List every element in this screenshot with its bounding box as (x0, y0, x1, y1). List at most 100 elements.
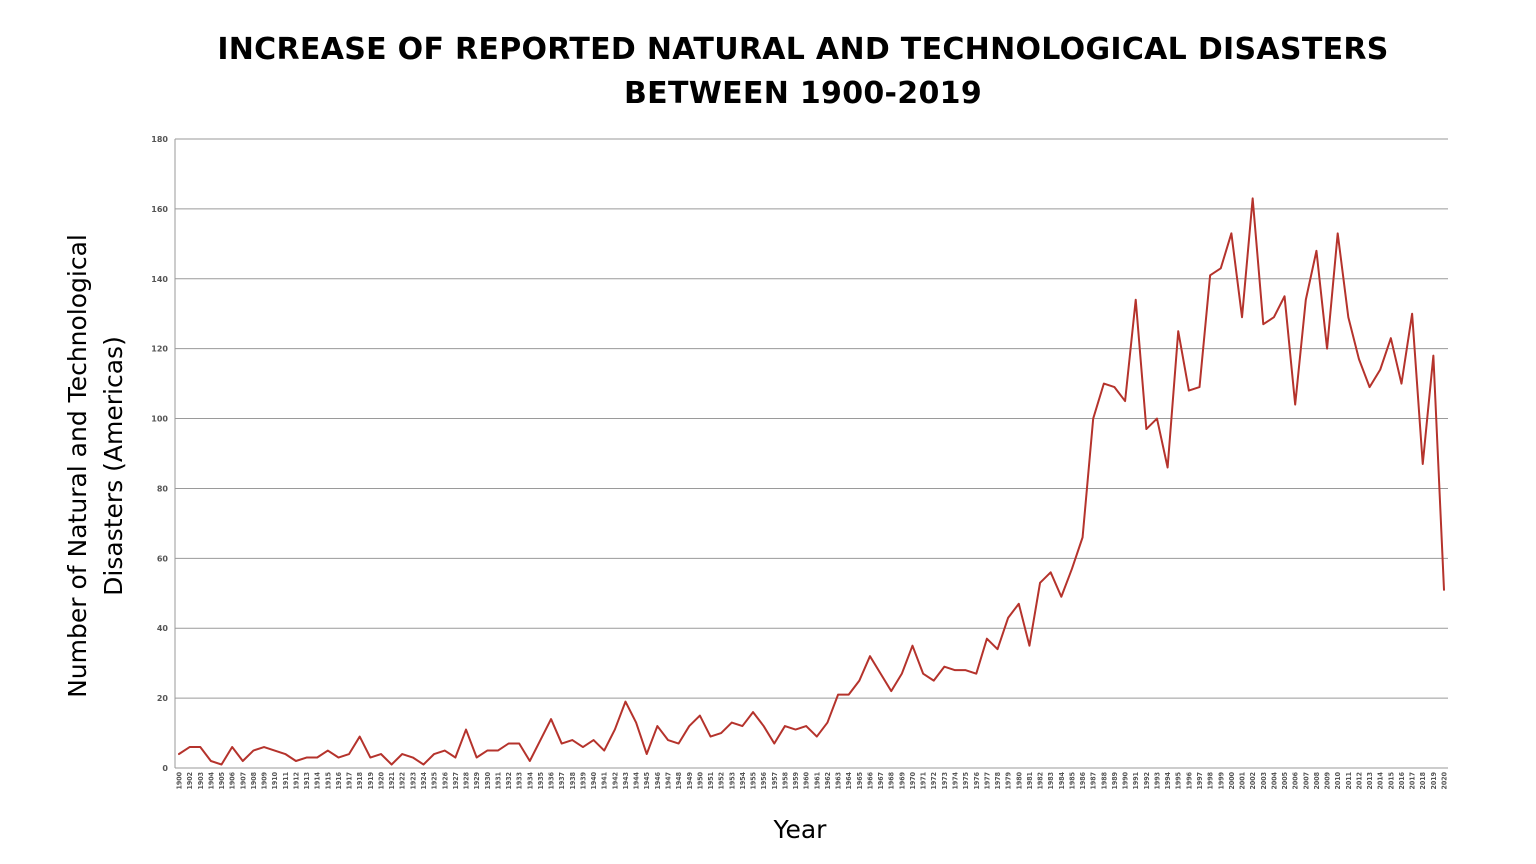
x-axis-label: Year (773, 815, 827, 844)
x-tick-label-1968: 1968 (888, 772, 896, 790)
x-tick-label-1996: 1996 (1185, 771, 1193, 789)
x-tick-label-2005: 2005 (1281, 772, 1289, 790)
x-tick-label-2002: 2002 (1249, 772, 1257, 790)
x-tick-label-1956: 1956 (760, 771, 768, 789)
x-tick-label-1976: 1976 (973, 771, 981, 789)
x-tick-label-1991: 1991 (1132, 772, 1140, 790)
x-tick-label-1937: 1937 (558, 772, 566, 790)
x-tick-label-1917: 1917 (346, 772, 354, 790)
x-tick-label-1920: 1920 (377, 771, 385, 789)
x-tick-label-1974: 1974 (952, 771, 960, 789)
x-tick-label-1961: 1961 (813, 772, 821, 790)
x-tick-label-2006: 2006 (1292, 771, 1300, 789)
x-tick-label-1953: 1953 (728, 772, 736, 790)
x-tick-label-1921: 1921 (388, 772, 396, 790)
x-tick-label-1977: 1977 (983, 772, 991, 790)
x-tick-label-1950: 1950 (696, 771, 704, 789)
x-tick-label-2003: 2003 (1260, 772, 1268, 790)
x-tick-label-1963: 1963 (835, 772, 843, 790)
x-tick-label-1973: 1973 (941, 772, 949, 790)
x-tick-label-1945: 1945 (643, 772, 651, 790)
x-tick-label-1903: 1903 (197, 772, 205, 790)
x-tick-label-1959: 1959 (792, 772, 800, 790)
x-tick-label-1913: 1913 (303, 772, 311, 790)
x-tick-label-1926: 1926 (441, 771, 449, 789)
x-tick-label-2013: 2013 (1366, 772, 1374, 790)
x-tick-label-1939: 1939 (579, 772, 587, 790)
x-tick-label-1994: 1994 (1164, 771, 1172, 789)
y-tick-label-60: 60 (157, 554, 169, 563)
x-tick-label-1979: 1979 (1005, 772, 1013, 790)
chart-title-line-1: INCREASE OF REPORTED NATURAL AND TECHNOL… (217, 32, 1389, 67)
x-tick-label-1988: 1988 (1100, 772, 1108, 790)
x-tick-label-1947: 1947 (664, 772, 672, 790)
x-tick-label-1938: 1938 (569, 772, 577, 790)
x-tick-label-1914: 1914 (314, 771, 322, 789)
x-tick-label-1909: 1909 (261, 772, 269, 790)
x-tick-label-1990: 1990 (1122, 771, 1130, 789)
x-tick-label-1940: 1940 (590, 771, 598, 789)
x-tick-label-1984: 1984 (1058, 771, 1066, 789)
x-tick-label-1949: 1949 (686, 772, 694, 790)
x-tick-label-1904: 1904 (207, 771, 215, 789)
x-tick-label-1927: 1927 (452, 772, 460, 790)
x-tick-label-1987: 1987 (1090, 772, 1098, 790)
x-tick-label-1965: 1965 (856, 772, 864, 790)
x-tick-label-1955: 1955 (750, 772, 758, 790)
x-tick-label-1989: 1989 (1111, 772, 1119, 790)
x-tick-label-1999: 1999 (1217, 772, 1225, 790)
x-tick-label-1934: 1934 (526, 771, 534, 789)
x-tick-label-2010: 2010 (1334, 771, 1342, 789)
x-tick-label-1912: 1912 (292, 772, 300, 790)
y-tick-label-160: 160 (151, 205, 168, 214)
y-tick-label-140: 140 (151, 275, 168, 284)
x-tick-label-1911: 1911 (282, 772, 290, 790)
x-tick-label-1972: 1972 (930, 772, 938, 790)
x-tick-label-1998: 1998 (1207, 772, 1215, 790)
x-tick-label-1935: 1935 (537, 772, 545, 790)
x-tick-label-1941: 1941 (601, 772, 609, 790)
x-tick-label-2001: 2001 (1239, 772, 1247, 790)
x-tick-label-1919: 1919 (367, 772, 375, 790)
x-tick-label-2000: 2000 (1228, 771, 1236, 789)
x-tick-label-2012: 2012 (1355, 772, 1363, 790)
x-tick-label-1916: 1916 (335, 771, 343, 789)
series-line-0 (178, 197, 1445, 766)
x-tick-label-1933: 1933 (516, 772, 524, 790)
x-tick-label-2014: 2014 (1377, 771, 1385, 789)
chart-title: INCREASE OF REPORTED NATURAL AND TECHNOL… (100, 28, 1506, 116)
x-tick-label-2020: 2020 (1441, 771, 1449, 789)
x-tick-label-1958: 1958 (781, 772, 789, 790)
x-tick-label-1929: 1929 (473, 772, 481, 790)
x-tick-label-1900: 1900 (176, 771, 184, 789)
x-tick-label-2016: 2016 (1398, 771, 1406, 789)
x-tick-label-1925: 1925 (431, 772, 439, 790)
x-tick-label-1924: 1924 (420, 771, 428, 789)
x-tick-label-1978: 1978 (994, 772, 1002, 790)
x-tick-label-1986: 1986 (1079, 771, 1087, 789)
x-tick-label-1960: 1960 (803, 771, 811, 789)
x-tick-label-2008: 2008 (1313, 772, 1321, 790)
x-tick-label-1969: 1969 (898, 772, 906, 790)
x-tick-label-1995: 1995 (1175, 772, 1183, 790)
x-tick-label-2004: 2004 (1270, 771, 1278, 789)
x-tick-label-1943: 1943 (622, 772, 630, 790)
x-tick-label-1981: 1981 (1026, 772, 1034, 790)
x-tick-label-1951: 1951 (707, 772, 715, 790)
x-tick-label-1997: 1997 (1196, 772, 1204, 790)
x-tick-label-1970: 1970 (909, 771, 917, 789)
x-tick-label-1942: 1942 (611, 772, 619, 790)
y-tick-label-0: 0 (162, 764, 168, 773)
x-tick-label-2007: 2007 (1302, 772, 1310, 790)
x-tick-label-1966: 1966 (866, 771, 874, 789)
x-tick-label-1985: 1985 (1068, 772, 1076, 790)
x-tick-label-1918: 1918 (356, 772, 364, 790)
x-tick-label-1906: 1906 (229, 771, 237, 789)
x-tick-label-1923: 1923 (409, 772, 417, 790)
x-tick-label-1930: 1930 (484, 771, 492, 789)
x-tick-label-1936: 1936 (548, 771, 556, 789)
x-tick-label-1907: 1907 (239, 772, 247, 790)
x-tick-label-2018: 2018 (1419, 772, 1427, 790)
x-tick-label-2015: 2015 (1387, 772, 1395, 790)
